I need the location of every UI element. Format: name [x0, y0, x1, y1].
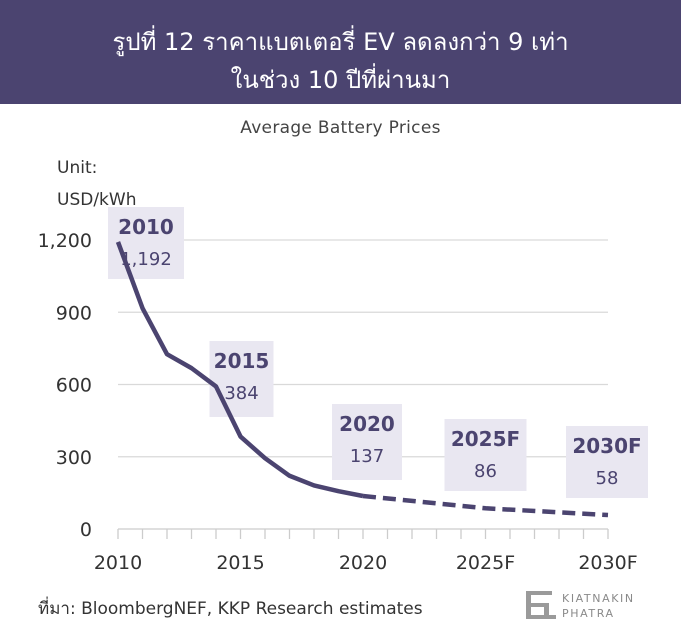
annotation-year: 2025F	[451, 427, 520, 451]
figure-title-line2: ในช่วง 10 ปีที่ผ่านมา	[230, 66, 451, 94]
annotation-value: 384	[224, 383, 258, 404]
y-tick-label: 1,200	[38, 230, 92, 252]
logo-text-line2: PHATRA	[562, 607, 615, 620]
x-tick-label: 2015	[216, 552, 264, 574]
annotation-box	[566, 426, 648, 498]
logo-text-line1: KIATNAKIN	[562, 592, 635, 605]
unit-value-label: USD/kWh	[57, 190, 137, 210]
figure-title-line1: รูปที่ 12 ราคาแบตเตอรี่ EV ลดลงกว่า 9 เท…	[112, 28, 569, 56]
x-tick-label: 2010	[94, 552, 142, 574]
x-tick-label: 2020	[339, 552, 387, 574]
annotation-box	[209, 341, 274, 417]
annotation-year: 2030F	[572, 434, 641, 458]
y-tick-label: 900	[56, 302, 92, 324]
annotation-year: 2010	[118, 215, 174, 239]
annotation-box	[332, 404, 402, 480]
annotation-box	[444, 419, 527, 491]
x-tick-label: 2030F	[578, 552, 637, 574]
chart-header: รูปที่ 12 ราคาแบตเตอรี่ EV ลดลงกว่า 9 เท…	[0, 0, 681, 104]
chart-title: Average Battery Prices	[240, 118, 441, 138]
y-tick-label: 300	[56, 447, 92, 469]
annotation-value: 58	[596, 468, 619, 489]
kkp-logo-icon	[526, 591, 556, 619]
annotation-value: 86	[474, 461, 497, 482]
annotation-year: 2020	[339, 412, 395, 436]
source-note: ที่มา: BloombergNEF, KKP Research estima…	[38, 599, 423, 619]
annotation-year: 2015	[214, 349, 270, 373]
y-tick-label: 600	[56, 375, 92, 397]
annotation-value: 1,192	[120, 249, 172, 270]
annotation-value: 137	[350, 446, 384, 467]
y-tick-label: 0	[80, 519, 92, 541]
unit-label: Unit:	[57, 158, 98, 178]
x-tick-label: 2025F	[456, 552, 515, 574]
forecast-price-line	[362, 493, 609, 518]
historical-price-line	[115, 241, 364, 499]
